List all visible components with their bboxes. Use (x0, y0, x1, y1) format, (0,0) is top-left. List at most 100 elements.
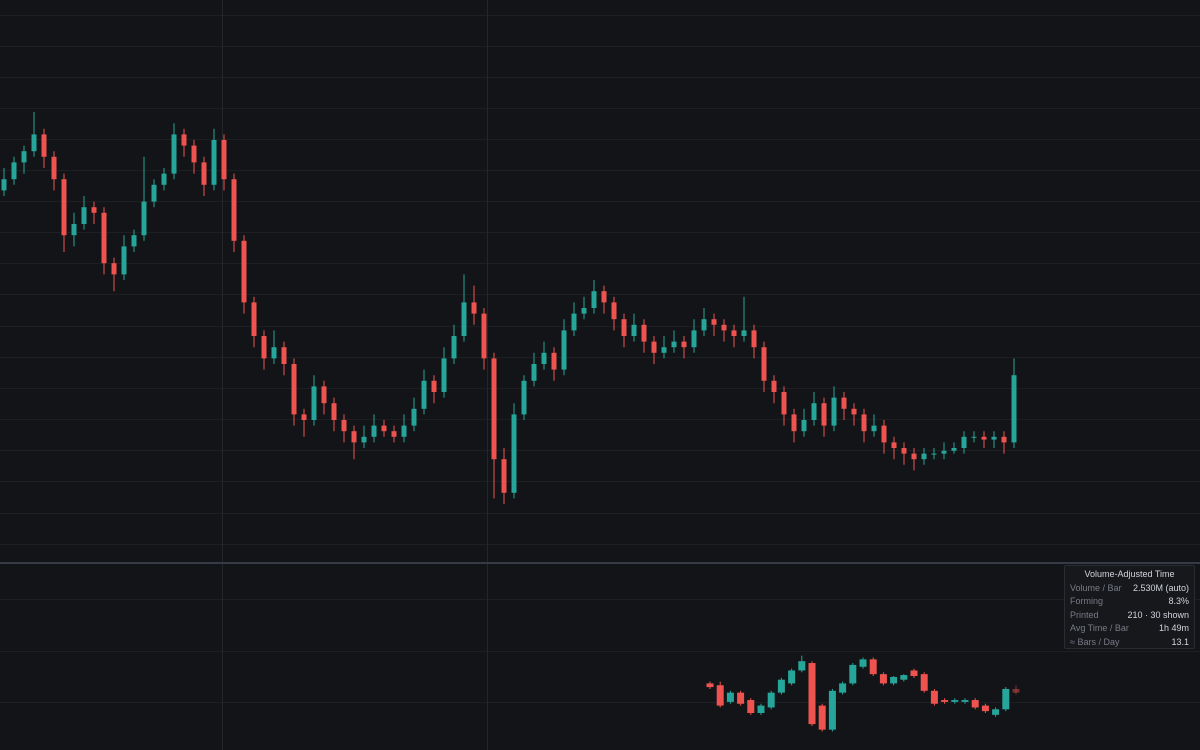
candle-body (851, 408, 857, 415)
candle-body (491, 358, 497, 460)
candle-body (51, 156, 57, 180)
candle-body (381, 425, 387, 432)
candle-body (31, 134, 37, 152)
candle-body (291, 364, 297, 415)
candle-body (701, 319, 707, 331)
candle-body (951, 700, 959, 702)
candle-body (131, 235, 137, 247)
candle-body (891, 442, 897, 448)
candle-body (251, 302, 257, 336)
info-value: 210 · 30 shown (1127, 609, 1189, 620)
candle-body (811, 403, 817, 420)
candle-body (741, 330, 747, 336)
candle-body (839, 683, 847, 693)
candle-body (761, 347, 767, 381)
candle-body (661, 347, 667, 353)
info-row: Forming 8.3% (1070, 595, 1189, 608)
candle-body (81, 207, 87, 224)
candle-body (411, 408, 417, 426)
candle-body (241, 240, 247, 303)
candle-body (849, 664, 857, 684)
candle-body (221, 140, 227, 180)
candle-body (331, 403, 337, 420)
candle-body (821, 403, 827, 426)
candle-body (271, 347, 277, 359)
candle-body (798, 661, 806, 671)
info-value: 8.3% (1168, 596, 1189, 607)
candle-body (971, 700, 979, 708)
candle-body (611, 302, 617, 320)
candle-body (671, 341, 677, 348)
candle-body (931, 453, 937, 455)
candle-body (1001, 436, 1007, 443)
candle-body (321, 386, 327, 404)
candle-body (551, 352, 557, 370)
candle-body (481, 313, 487, 359)
candle-body (828, 690, 836, 730)
candle-body (711, 319, 717, 325)
candle-body (777, 679, 785, 693)
candle-body (351, 431, 357, 443)
candle-body (721, 324, 727, 331)
candle-body (261, 336, 267, 359)
candle-body (41, 134, 47, 157)
candle-body (961, 436, 967, 448)
candle-body (818, 705, 826, 730)
candle-body (641, 324, 647, 342)
candle-body (21, 151, 27, 163)
info-panel: Volume-Adjusted Time Volume / Bar 2.530M … (1064, 565, 1195, 649)
candle-body (841, 397, 847, 409)
candle-body (471, 302, 477, 314)
candle-body (1012, 688, 1020, 693)
candle-body (71, 224, 77, 236)
candle-body (788, 670, 796, 684)
candle-body (801, 420, 807, 432)
candle-body (751, 330, 757, 348)
candle-body (161, 173, 167, 185)
candle-body (881, 425, 887, 443)
candle-body (791, 414, 797, 432)
candle-body (301, 414, 307, 420)
candle-body (921, 453, 927, 460)
candle-body (731, 330, 737, 336)
candle-body (571, 313, 577, 331)
candle-body (111, 263, 117, 275)
candle-body (211, 140, 217, 185)
candle-body (757, 705, 765, 713)
candle-body (901, 448, 907, 454)
candle-body (501, 459, 507, 493)
info-value: 13.1 (1171, 636, 1189, 647)
candle-body (961, 700, 969, 702)
candle-body (991, 436, 997, 440)
candle-body (171, 134, 177, 174)
info-row: Avg Time / Bar 1h 49m (1070, 622, 1189, 635)
candle-body (341, 420, 347, 432)
candle-body (541, 352, 547, 364)
info-rows: Volume / Bar 2.530M (auto) Forming 8.3% Prin… (1070, 582, 1189, 649)
info-row: Volume / Bar 2.530M (auto) (1070, 582, 1189, 595)
candle-body (951, 448, 957, 451)
candle-body (861, 414, 867, 432)
candle-body (716, 685, 724, 706)
candle-body (911, 453, 917, 460)
info-value: 1h 49m (1158, 623, 1189, 634)
candle-body (531, 364, 537, 381)
info-label: Printed (1070, 609, 1099, 620)
candle-body (371, 425, 377, 437)
candle-body (900, 675, 908, 680)
candle-body (461, 302, 467, 336)
candle-body (726, 692, 734, 702)
candle-body (631, 324, 637, 336)
candle-body (361, 436, 367, 443)
candle-body (871, 425, 877, 432)
candle-body (941, 700, 949, 702)
candle-body (971, 436, 977, 438)
candle-body (981, 436, 987, 440)
candle-body (581, 308, 587, 314)
candle-body (941, 450, 947, 454)
candle-body (421, 380, 427, 409)
candle-body (451, 336, 457, 359)
candle-body (681, 341, 687, 348)
candle-body (231, 179, 237, 241)
